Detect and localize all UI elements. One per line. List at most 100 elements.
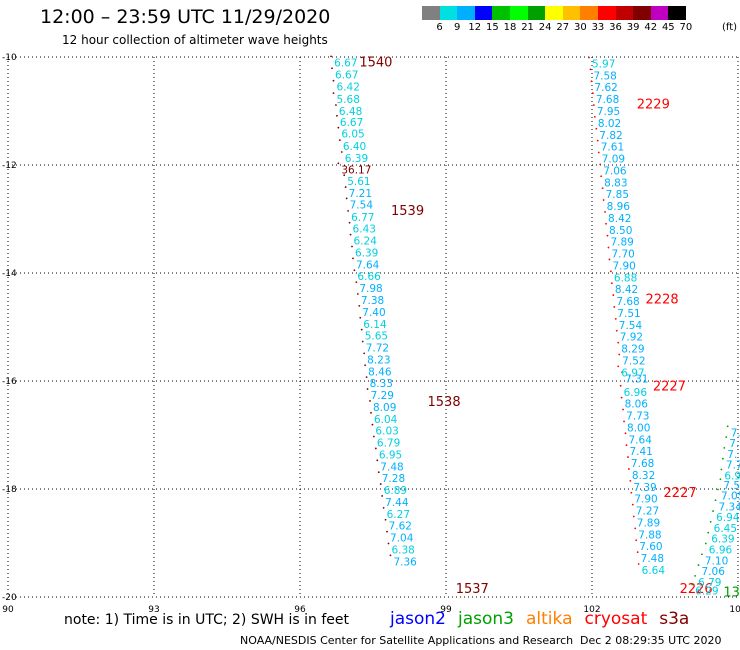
wave-height-label: 7.05	[721, 490, 740, 502]
track-point	[345, 197, 348, 200]
pass-time-label: 2229	[637, 97, 670, 112]
track-point	[620, 396, 623, 399]
color-scale-label: 27	[556, 22, 570, 33]
wave-height-label: 7.52	[622, 355, 645, 367]
wave-height-label: 6.89	[384, 485, 407, 497]
pass-time-label: 2227	[664, 486, 697, 501]
color-swatch	[457, 6, 475, 20]
track-point	[612, 294, 615, 296]
wave-height-label: 6.05	[341, 129, 364, 141]
wave-height-label: 7.51	[617, 308, 640, 320]
track-point	[726, 425, 729, 428]
wave-height-label: 7.95	[597, 106, 620, 118]
track-point	[701, 553, 703, 556]
x-tick-label: 90	[2, 605, 14, 615]
wave-height-label: 7.06	[603, 165, 627, 177]
track-point	[621, 371, 623, 374]
wave-height-label: 7.68	[631, 458, 654, 470]
wave-height-label: 8.00	[627, 422, 650, 434]
wave-height-label: 8.50	[609, 225, 632, 237]
wave-height-label: 6.24	[354, 236, 378, 248]
track-point	[627, 456, 629, 458]
track-point	[330, 55, 332, 58]
wave-height-label: 6.96	[624, 387, 648, 399]
pass-time-label: 132	[723, 586, 740, 601]
track-point	[632, 515, 635, 518]
color-swatch	[527, 6, 546, 20]
color-scale-label: 33	[591, 22, 605, 33]
color-scale-unit: (ft)	[722, 22, 738, 33]
wave-height-label: 8.83	[604, 177, 627, 189]
track-point	[337, 162, 340, 165]
track-point	[592, 104, 595, 106]
track-point	[717, 488, 719, 491]
wave-height-label: 7.06	[702, 566, 726, 578]
wave-height-label: 7.36	[393, 556, 417, 568]
wave-height-label: 6.77	[351, 212, 374, 224]
track-point	[628, 468, 630, 470]
track-point	[617, 341, 620, 344]
color-scale-label: 24	[538, 22, 552, 33]
track-point	[355, 281, 358, 284]
color-swatch	[633, 6, 651, 20]
wave-height-label: 7.73	[626, 411, 649, 423]
track-point	[379, 483, 382, 485]
track-point	[340, 151, 343, 153]
wave-height-label: 7.41	[629, 446, 652, 458]
track-point	[599, 163, 602, 166]
wave-height-label: 6.43	[353, 224, 376, 236]
wave-height-label: 8.33	[370, 378, 393, 390]
wave-height-label: 6.95	[379, 449, 402, 461]
track-point	[600, 175, 603, 178]
wave-height-label: 7.72	[366, 343, 389, 355]
wave-height-label: 7.21	[349, 188, 372, 200]
wave-height-label: 6.66	[357, 271, 381, 283]
track-point	[712, 510, 714, 512]
wave-height-label: 7.85	[606, 189, 629, 201]
track-point	[707, 531, 710, 534]
satellite-legend: jason2 jason3 altika cryosat s3a	[390, 609, 701, 629]
track-point	[596, 139, 599, 142]
track-point	[597, 151, 600, 154]
wave-height-label: 6.67	[335, 69, 358, 81]
color-scale-label: 21	[521, 22, 534, 33]
track-point	[344, 186, 347, 188]
wave-height-label: 6.03	[375, 426, 398, 438]
track-point	[386, 530, 388, 533]
track-point	[719, 478, 722, 481]
track-point	[347, 209, 349, 212]
wave-height-label: 7.89	[610, 237, 633, 249]
wave-height-label: 6.67	[340, 117, 363, 129]
wave-height-label: 7.62	[389, 521, 412, 533]
track-point	[360, 328, 363, 331]
track-point	[610, 282, 613, 285]
wave-height-label: 6.48	[339, 106, 362, 118]
wave-height-label: 7.88	[638, 529, 661, 541]
chart-subtitle: 12 hour collection of altimeter wave hei…	[62, 33, 328, 47]
color-scale-label: 70	[679, 22, 693, 33]
wave-height-label: 6.79	[698, 577, 721, 589]
wave-height-label: 6.39	[711, 534, 734, 546]
color-swatch	[650, 6, 669, 20]
wave-height-label: 7.09	[602, 154, 625, 166]
track-point	[622, 408, 624, 411]
x-tick-label: 93	[148, 605, 159, 615]
color-scale-label: 39	[626, 22, 640, 33]
track-point	[697, 564, 700, 566]
wave-height-label: 7.44	[385, 497, 409, 509]
wave-height-label: 7.29	[371, 390, 394, 402]
color-scale-bar	[422, 6, 686, 20]
track-point	[623, 420, 625, 423]
track-point	[709, 520, 712, 523]
wave-height-label: 7.58	[593, 70, 616, 82]
wave-height-label: 6.38	[391, 544, 414, 556]
wave-height-label: 7.90	[612, 260, 635, 272]
color-scale-label: 15	[486, 22, 499, 33]
track-point	[336, 114, 338, 117]
x-tick-label: 96	[294, 605, 306, 615]
track-point	[369, 400, 371, 402]
wave-height-label: 7.38	[361, 295, 384, 307]
track-point	[337, 126, 340, 129]
wave-height-label: 7.68	[596, 94, 619, 106]
generated-timestamp: Dec 2 08:29:35 UTC 2020	[580, 634, 722, 647]
